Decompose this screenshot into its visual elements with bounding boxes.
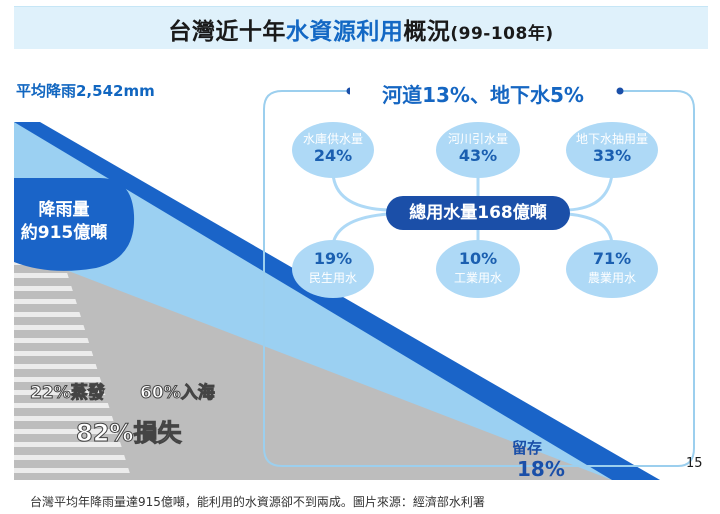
- image-caption: 台灣平均年降雨量達915億噸，能利用的水資源卻不到兩成。圖片來源：經濟部水利署: [30, 495, 485, 509]
- source-pct: 24%: [313, 146, 353, 165]
- source-reservoir: 水庫供水量 24%: [292, 122, 374, 178]
- title-years: (99-108年): [450, 24, 554, 44]
- storage-label: 留存: [512, 439, 543, 457]
- evaporation-label: 22%蒸發: [30, 383, 106, 404]
- rainfall-total-value: 約915億噸: [20, 223, 108, 243]
- rainfall-average: 平均降雨2,542mm: [16, 82, 155, 100]
- source-label: 河川引水量: [447, 132, 508, 146]
- title-suffix: 概況: [403, 19, 451, 45]
- page-number: 15: [686, 456, 703, 471]
- total-usage-pill: 總用水量168億噸: [386, 196, 570, 230]
- use-label: 農業用水: [587, 271, 636, 285]
- slide-title: 台灣近十年水資源利用概況(99-108年): [14, 12, 708, 46]
- storage-pct: 18%: [517, 457, 565, 480]
- use-industrial: 10% 工業用水: [436, 240, 520, 298]
- rainfall-total-label: 降雨量: [38, 200, 90, 220]
- water-flow-diagram: [14, 87, 695, 480]
- evaporation-stripes: [14, 250, 132, 480]
- panel-bracket: [263, 90, 695, 467]
- use-agricultural: 71% 農業用水: [566, 240, 658, 298]
- use-pct: 10%: [458, 249, 498, 268]
- source-label: 水庫供水量: [302, 132, 363, 146]
- bracket-dot-right: [616, 87, 624, 95]
- source-pct: 43%: [458, 146, 498, 165]
- storage-wedge-edge: [14, 122, 660, 480]
- use-label: 工業用水: [453, 271, 502, 285]
- total-loss-label: 82%損失: [75, 419, 182, 448]
- use-pct: 71%: [592, 249, 632, 268]
- use-domestic: 19% 民生用水: [292, 240, 374, 298]
- to-sea-label: 60%入海: [140, 383, 216, 404]
- slide: 台灣近十年水資源利用概況(99-108年) 平均降雨2,542mm: [14, 6, 708, 480]
- rainfall-total: 降雨量 約915億噸: [14, 199, 114, 245]
- title-highlight: 水資源利用: [285, 19, 404, 45]
- use-label: 民生用水: [308, 271, 357, 285]
- source-groundwater: 地下水抽用量 33%: [566, 122, 658, 178]
- title-prefix: 台灣近十年: [168, 19, 286, 45]
- source-river: 河川引水量 43%: [436, 122, 520, 178]
- panel-title: 河道13%、地下水5%: [350, 79, 616, 108]
- rainfall-blob: [14, 178, 135, 271]
- source-label: 地下水抽用量: [575, 132, 648, 146]
- source-pct: 33%: [592, 146, 632, 165]
- use-pct: 19%: [313, 249, 353, 268]
- title-bar: 台灣近十年水資源利用概況(99-108年): [14, 6, 708, 49]
